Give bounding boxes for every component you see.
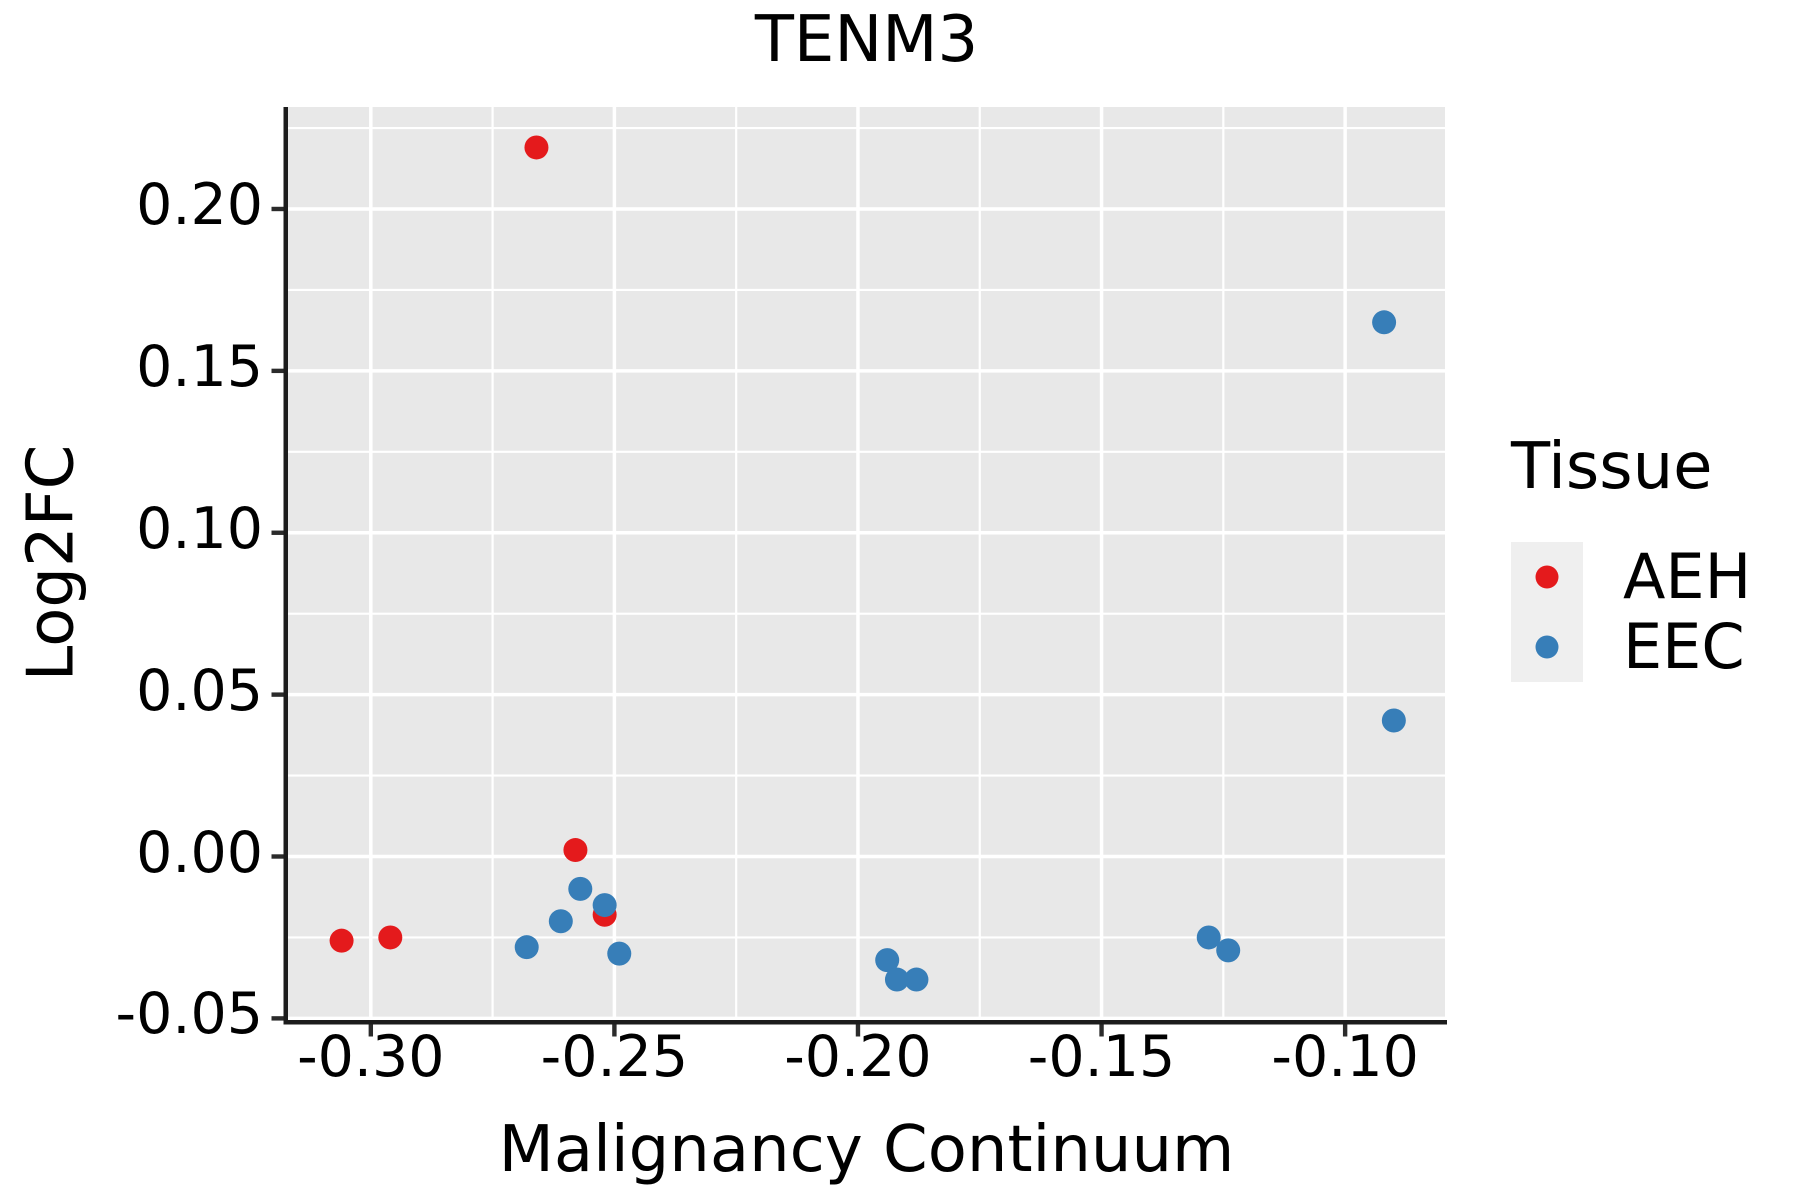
data-point-eec	[607, 941, 632, 966]
panel-background-layer	[288, 107, 1445, 1020]
data-point-eec	[1381, 708, 1406, 733]
data-point-aeh	[378, 925, 403, 950]
y-tick-mark	[271, 530, 284, 535]
y-tick-label-5: -0.05	[115, 981, 263, 1048]
legend-title: Tissue	[1511, 430, 1713, 504]
y-tick-mark	[271, 854, 284, 859]
legend-key-eec	[1511, 612, 1583, 682]
data-point-aeh	[524, 135, 549, 160]
chart-title: TENM3	[754, 3, 979, 77]
y-tick-mark	[271, 368, 284, 374]
legend-label: AEH	[1623, 540, 1752, 613]
minor-gridlines-layer	[288, 107, 1445, 1020]
data-point-eec	[548, 909, 573, 934]
y-tick-mark	[271, 206, 284, 212]
x-axis-label: Malignancy Continuum	[498, 1113, 1235, 1187]
data-point-eec	[904, 967, 929, 992]
legend-entry-aeh: AEH	[1511, 542, 1751, 612]
data-point-eec	[592, 893, 617, 918]
x-tick-mark	[612, 1024, 617, 1037]
data-point-eec	[875, 948, 900, 973]
legend-dot-icon	[1535, 565, 1559, 589]
legend-label: EEC	[1623, 610, 1745, 683]
data-point-eec	[884, 967, 909, 992]
y-tick-label-2: 0.10	[136, 495, 263, 562]
y-axis-spine	[283, 107, 288, 1025]
y-tick-label-1: 0.15	[136, 333, 263, 400]
x-tick-label-1: -0.25	[540, 1024, 689, 1090]
data-point-eec	[1196, 925, 1221, 950]
x-axis-spine	[283, 1020, 1447, 1025]
y-tick-label-4: 0.00	[136, 819, 263, 886]
panel-background	[288, 107, 1445, 1020]
x-tick-label-0: -0.30	[297, 1024, 445, 1090]
data-point-eec	[1216, 938, 1241, 963]
x-tick-mark	[368, 1024, 374, 1037]
data-point-eec	[514, 935, 539, 960]
data-point-aeh	[563, 838, 588, 863]
y-tick-mark	[271, 692, 284, 697]
data-point-eec	[1372, 310, 1397, 335]
x-tick-label-3: -0.15	[1027, 1024, 1176, 1090]
tick-marks-layer	[271, 206, 1348, 1037]
x-tick-label-2: -0.20	[784, 1024, 932, 1090]
legend-entries: AEH EEC	[1511, 542, 1751, 682]
major-gridlines-layer	[288, 107, 1445, 1021]
x-tick-mark	[855, 1024, 861, 1037]
y-tick-mark	[271, 1016, 284, 1021]
legend-key-aeh	[1511, 542, 1583, 612]
data-point-eec	[568, 876, 593, 901]
axis-spines-layer	[283, 107, 1447, 1025]
y-tick-label-3: 0.05	[136, 657, 263, 724]
legend-dot-icon	[1535, 635, 1559, 659]
data-point-aeh	[329, 928, 354, 953]
x-tick-label-4: -0.10	[1271, 1024, 1419, 1090]
y-tick-label-0: 0.20	[136, 171, 263, 238]
x-tick-mark	[1099, 1024, 1104, 1037]
legend: Tissue AEH EEC	[1511, 429, 1751, 682]
data-points-layer	[329, 135, 1406, 992]
x-tick-mark	[1342, 1024, 1348, 1037]
legend-entry-eec: EEC	[1511, 612, 1751, 682]
